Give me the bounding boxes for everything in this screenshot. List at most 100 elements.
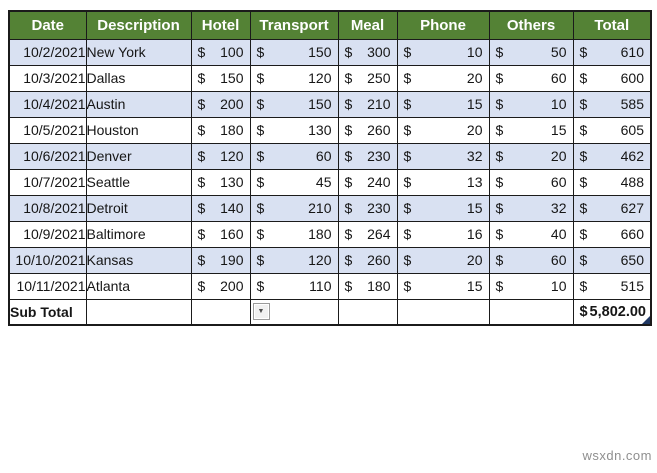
meal-cell[interactable]: $180 <box>337 272 398 300</box>
empty-cell[interactable] <box>337 298 398 326</box>
column-header-others[interactable]: Others <box>488 10 574 40</box>
meal-cell[interactable]: $250 <box>337 64 398 92</box>
phone-cell[interactable]: $15 <box>396 272 490 300</box>
others-cell[interactable]: $32 <box>488 194 574 222</box>
hotel-cell[interactable]: $160 <box>190 220 251 248</box>
total-cell[interactable]: $605 <box>572 116 652 144</box>
others-cell[interactable]: $20 <box>488 142 574 170</box>
others-cell[interactable]: $40 <box>488 220 574 248</box>
hotel-cell[interactable]: $180 <box>190 116 251 144</box>
others-cell[interactable]: $15 <box>488 116 574 144</box>
hotel-cell[interactable]: $100 <box>190 38 251 66</box>
meal-cell[interactable]: $210 <box>337 90 398 118</box>
date-cell[interactable]: 10/4/2021 <box>8 90 87 118</box>
others-cell[interactable]: $10 <box>488 90 574 118</box>
description-cell[interactable]: Dallas <box>85 64 192 92</box>
total-cell[interactable]: $650 <box>572 246 652 274</box>
meal-cell[interactable]: $300 <box>337 38 398 66</box>
others-cell[interactable]: $60 <box>488 64 574 92</box>
column-header-hotel[interactable]: Hotel <box>190 10 251 40</box>
others-cell[interactable]: $60 <box>488 246 574 274</box>
transport-cell[interactable]: $210 <box>249 194 339 222</box>
subtotal-dropdown-cell[interactable]: ▼ <box>249 298 339 326</box>
meal-cell[interactable]: $264 <box>337 220 398 248</box>
description-cell[interactable]: Austin <box>85 90 192 118</box>
phone-cell[interactable]: $20 <box>396 246 490 274</box>
hotel-cell[interactable]: $200 <box>190 272 251 300</box>
column-header-phone[interactable]: Phone <box>396 10 490 40</box>
empty-cell[interactable] <box>85 298 192 326</box>
column-header-meal[interactable]: Meal <box>337 10 398 40</box>
total-cell[interactable]: $600 <box>572 64 652 92</box>
total-cell[interactable]: $488 <box>572 168 652 196</box>
column-header-total[interactable]: Total <box>572 10 652 40</box>
empty-cell[interactable] <box>396 298 490 326</box>
date-cell[interactable]: 10/9/2021 <box>8 220 87 248</box>
transport-cell[interactable]: $120 <box>249 64 339 92</box>
transport-cell[interactable]: $110 <box>249 272 339 300</box>
meal-cell[interactable]: $260 <box>337 116 398 144</box>
hotel-cell[interactable]: $190 <box>190 246 251 274</box>
transport-cell[interactable]: $45 <box>249 168 339 196</box>
phone-cell[interactable]: $10 <box>396 38 490 66</box>
empty-cell[interactable] <box>488 298 574 326</box>
date-cell[interactable]: 10/11/2021 <box>8 272 87 300</box>
date-cell[interactable]: 10/8/2021 <box>8 194 87 222</box>
description-cell[interactable]: Detroit <box>85 194 192 222</box>
description-cell[interactable]: New York <box>85 38 192 66</box>
others-cell[interactable]: $50 <box>488 38 574 66</box>
meal-cell[interactable]: $260 <box>337 246 398 274</box>
description-cell[interactable]: Kansas <box>85 246 192 274</box>
date-cell[interactable]: 10/6/2021 <box>8 142 87 170</box>
hotel-cell[interactable]: $200 <box>190 90 251 118</box>
currency-symbol: $ <box>344 278 353 294</box>
description-cell[interactable]: Houston <box>85 116 192 144</box>
total-cell[interactable]: $627 <box>572 194 652 222</box>
column-header-description[interactable]: Description <box>85 10 192 40</box>
hotel-cell[interactable]: $140 <box>190 194 251 222</box>
hotel-cell[interactable]: $120 <box>190 142 251 170</box>
date-cell[interactable]: 10/10/2021 <box>8 246 87 274</box>
total-cell[interactable]: $610 <box>572 38 652 66</box>
empty-cell[interactable] <box>190 298 251 326</box>
others-cell[interactable]: $60 <box>488 168 574 196</box>
phone-cell[interactable]: $13 <box>396 168 490 196</box>
fill-handle-corner[interactable] <box>642 316 650 324</box>
description-cell[interactable]: Seattle <box>85 168 192 196</box>
total-cell[interactable]: $462 <box>572 142 652 170</box>
meal-cell[interactable]: $230 <box>337 142 398 170</box>
hotel-cell[interactable]: $150 <box>190 64 251 92</box>
phone-cell[interactable]: $20 <box>396 116 490 144</box>
meal-cell[interactable]: $240 <box>337 168 398 196</box>
subtotal-label-cell[interactable]: Sub Total <box>8 298 87 326</box>
date-cell[interactable]: 10/2/2021 <box>8 38 87 66</box>
subtotal-total-cell[interactable]: $ 5,802.00 <box>572 298 652 326</box>
column-header-date[interactable]: Date <box>8 10 87 40</box>
date-cell[interactable]: 10/7/2021 <box>8 168 87 196</box>
meal-cell[interactable]: $230 <box>337 194 398 222</box>
transport-cell[interactable]: $120 <box>249 246 339 274</box>
phone-cell[interactable]: $15 <box>396 194 490 222</box>
transport-cell[interactable]: $150 <box>249 90 339 118</box>
phone-cell[interactable]: $15 <box>396 90 490 118</box>
transport-cell[interactable]: $150 <box>249 38 339 66</box>
date-cell[interactable]: 10/5/2021 <box>8 116 87 144</box>
total-cell[interactable]: $585 <box>572 90 652 118</box>
total-cell[interactable]: $515 <box>572 272 652 300</box>
transport-cell[interactable]: $130 <box>249 116 339 144</box>
hotel-cell[interactable]: $130 <box>190 168 251 196</box>
description-cell[interactable]: Baltimore <box>85 220 192 248</box>
others-cell[interactable]: $10 <box>488 272 574 300</box>
date-cell[interactable]: 10/3/2021 <box>8 64 87 92</box>
description-cell[interactable]: Denver <box>85 142 192 170</box>
phone-cell[interactable]: $16 <box>396 220 490 248</box>
transport-cell[interactable]: $60 <box>249 142 339 170</box>
description-cell[interactable]: Atlanta <box>85 272 192 300</box>
total-cell[interactable]: $660 <box>572 220 652 248</box>
amount-value: 160 <box>220 226 244 242</box>
phone-cell[interactable]: $32 <box>396 142 490 170</box>
phone-cell[interactable]: $20 <box>396 64 490 92</box>
column-header-transport[interactable]: Transport <box>249 10 339 40</box>
transport-cell[interactable]: $180 <box>249 220 339 248</box>
subtotal-dropdown-button[interactable]: ▼ <box>252 303 270 321</box>
